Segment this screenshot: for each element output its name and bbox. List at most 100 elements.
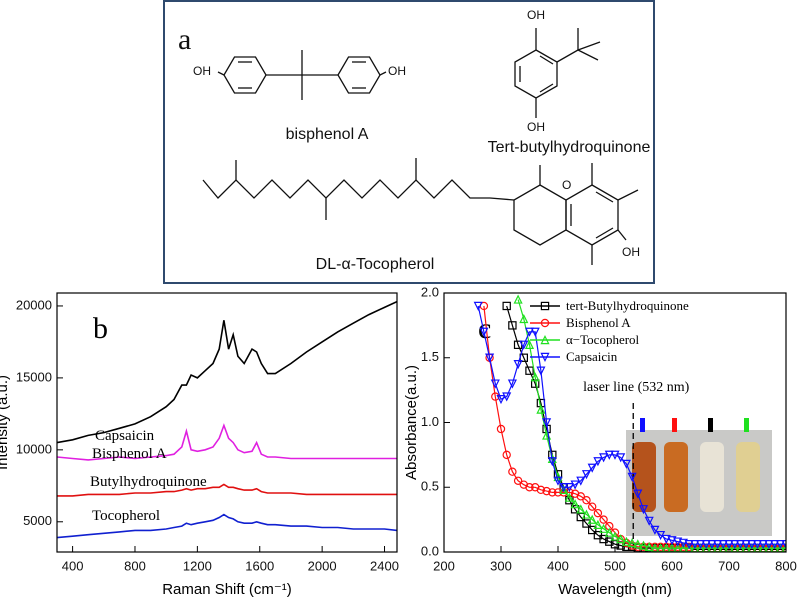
y-axis-title: Absorbance(a.u.) — [403, 365, 420, 480]
marker — [570, 499, 580, 509]
marker — [553, 476, 563, 486]
marker — [524, 327, 535, 337]
series-label: Bisphenol A — [92, 446, 167, 462]
marker — [718, 540, 728, 550]
marker — [582, 496, 591, 505]
marker — [508, 321, 517, 330]
legend-label: Capsaicin — [566, 349, 618, 364]
marker — [650, 525, 660, 535]
bisphenol-a-structure: OH OH bisphenol A — [193, 50, 406, 143]
marker — [610, 531, 620, 541]
marker — [713, 540, 723, 550]
marker — [507, 379, 517, 389]
marker — [764, 540, 774, 550]
x-axis-title: Wavelength (nm) — [558, 581, 672, 598]
marker — [616, 453, 626, 463]
marker — [599, 515, 608, 524]
series-group — [57, 300, 397, 539]
marker — [627, 472, 637, 482]
structures-panel: a OH OH bisphenol A OH OH Tert-butylhydr… — [163, 0, 655, 284]
marker — [559, 484, 569, 495]
legend-label: α−Tocopherol — [566, 332, 640, 347]
vial — [736, 442, 760, 512]
series-line — [57, 423, 397, 461]
atom-label: OH — [527, 120, 545, 134]
marker — [775, 540, 785, 550]
marker — [707, 540, 717, 550]
marker — [781, 543, 786, 552]
y-tick-label: 20000 — [16, 297, 52, 312]
marker — [701, 540, 711, 550]
vial-marker — [744, 418, 749, 432]
marker — [502, 392, 512, 402]
marker — [610, 450, 620, 460]
marker — [605, 537, 614, 546]
x-tick-label: 200 — [433, 558, 455, 573]
x-tick-label: 400 — [62, 558, 84, 573]
marker — [599, 523, 609, 533]
y-tick-label: 5000 — [23, 513, 52, 528]
marker — [730, 540, 740, 550]
panel-frame — [163, 0, 655, 284]
vial — [632, 442, 656, 512]
marker — [770, 540, 780, 550]
marker — [576, 476, 586, 486]
y-tick-label: 0.0 — [421, 543, 439, 558]
series-label: Tocopherol — [92, 508, 160, 524]
marker — [536, 366, 546, 376]
x-axis-title: Raman Shift (cm⁻¹) — [162, 581, 292, 598]
marker — [587, 514, 597, 524]
marker — [508, 467, 517, 476]
marker — [667, 536, 677, 546]
marker — [525, 483, 534, 492]
marker — [548, 488, 557, 497]
marker — [502, 301, 511, 311]
annotation: laser line (532 nm) — [583, 380, 689, 395]
y-axis-title: Intensity (a.u.) — [0, 375, 11, 470]
marker — [638, 505, 649, 515]
series-line — [57, 513, 397, 539]
y-tick-label: 1.5 — [421, 349, 439, 364]
y-tick-label: 15000 — [16, 369, 52, 384]
atom-label: OH — [527, 8, 545, 22]
marker — [502, 450, 511, 460]
legend-marker — [540, 335, 550, 345]
x-tick-label: 400 — [547, 558, 569, 573]
marker — [581, 470, 592, 480]
x-tick-label: 1600 — [245, 558, 274, 573]
vial — [700, 442, 724, 512]
plot-frame — [56, 292, 398, 553]
x-tick-label: 2400 — [370, 558, 399, 573]
marker — [519, 340, 529, 350]
marker — [599, 453, 609, 463]
x-tick-label: 800 — [775, 558, 797, 573]
marker — [553, 488, 563, 497]
marker — [536, 404, 546, 414]
marker — [752, 540, 763, 550]
chart: 400 800 1200 1600 2000 2400 5000 10000 15000 2000… — [0, 292, 399, 598]
marker — [599, 534, 608, 544]
x-tick-label: 2000 — [308, 558, 337, 573]
marker — [587, 463, 597, 473]
atom-label: OH — [388, 64, 406, 78]
marker — [621, 459, 631, 469]
legend-marker — [540, 318, 550, 328]
marker — [542, 418, 552, 428]
x-tick-label: 300 — [490, 558, 512, 573]
x-tick-label: 600 — [661, 558, 683, 573]
marker — [678, 538, 688, 548]
marker — [479, 327, 489, 337]
y-tick-label: 10000 — [16, 441, 52, 456]
x-tick-label: 800 — [124, 558, 146, 573]
legend-label: tert-Butylhydroquinone — [566, 298, 689, 313]
marker — [530, 372, 540, 382]
marker — [485, 353, 495, 363]
marker — [530, 327, 540, 337]
marker — [576, 504, 586, 514]
tbhq-structure: OH OH Tert-butylhydroquinone — [488, 8, 651, 156]
chart: 200 300 400 500 600 700 800 0.0 0.5 1.0 1.5 2.0 Wave… — [403, 284, 797, 598]
marker — [735, 540, 745, 550]
marker — [496, 394, 506, 405]
